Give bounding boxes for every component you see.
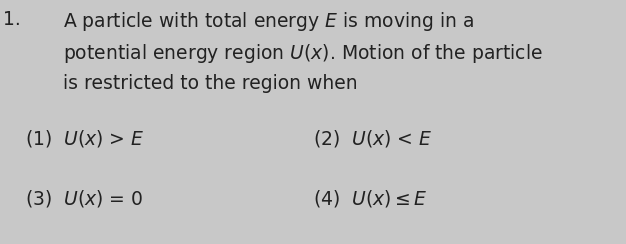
Text: 1.: 1. [3,10,21,29]
Text: A particle with total energy $\it{E}$ is moving in a: A particle with total energy $\it{E}$ is… [63,10,474,33]
Text: (4)  $\it{U(x)}$$\leq$$\it{E}$: (4) $\it{U(x)}$$\leq$$\it{E}$ [313,188,428,209]
Text: (3)  $\it{U(x)}$ = 0: (3) $\it{U(x)}$ = 0 [25,188,143,209]
Text: (2)  $\it{U(x)}$ < $\it{E}$: (2) $\it{U(x)}$ < $\it{E}$ [313,128,433,149]
Text: (1)  $\it{U(x)}$ > $\it{E}$: (1) $\it{U(x)}$ > $\it{E}$ [25,128,145,149]
Text: potential energy region $\it{U(x)}$. Motion of the particle: potential energy region $\it{U(x)}$. Mot… [63,42,543,65]
Text: is restricted to the region when: is restricted to the region when [63,74,357,93]
